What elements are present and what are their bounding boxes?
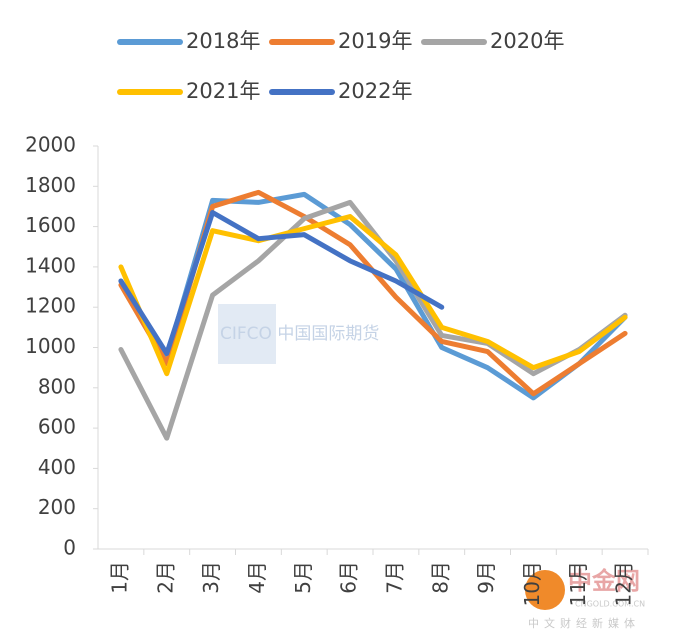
y-tick-label: 2000 (25, 133, 76, 157)
legend-label: 2021年 (186, 79, 260, 103)
x-tick-label: 5月 (291, 561, 315, 594)
x-tick-label: 3月 (199, 561, 223, 594)
y-tick-label: 0 (63, 536, 76, 560)
logo-site: CNGOLD.COM.CN (575, 600, 645, 609)
x-tick-label: 2月 (153, 561, 177, 594)
x-tick-label: 9月 (474, 561, 498, 594)
x-tick-label: 6月 (337, 561, 361, 594)
watermark-box (218, 304, 276, 364)
legend-label: 2018年 (186, 29, 260, 53)
y-tick-label: 600 (38, 415, 76, 439)
series-line (118, 199, 628, 441)
y-tick-label: 800 (38, 374, 76, 398)
series-line (118, 214, 628, 377)
y-tick-label: 1800 (25, 173, 76, 197)
logo: 中金网 (568, 567, 640, 595)
legend-label: 2019年 (338, 29, 412, 53)
x-tick-label: 11月 (566, 561, 590, 606)
logo-icon (525, 570, 565, 610)
x-tick-label: 10月 (520, 561, 544, 606)
watermark: CIFCO 中国国际期货 (220, 324, 379, 344)
y-tick-label: 1000 (25, 334, 76, 358)
logo-tagline: 中文财经新媒体 (528, 616, 640, 630)
legend-label: 2020年 (490, 29, 564, 53)
y-tick-label: 1600 (25, 213, 76, 237)
legend-label: 2022年 (338, 79, 412, 103)
y-tick-label: 400 (38, 455, 76, 479)
series-line (118, 209, 445, 357)
y-tick-label: 1400 (25, 253, 76, 277)
y-tick-label: 1200 (25, 294, 76, 318)
y-tick-label: 200 (38, 495, 76, 519)
x-tick-label: 7月 (382, 561, 406, 594)
x-tick-label: 12月 (612, 561, 636, 606)
x-tick-label: 4月 (245, 561, 269, 594)
x-tick-label: 8月 (428, 561, 452, 594)
x-tick-label: 1月 (107, 561, 131, 594)
